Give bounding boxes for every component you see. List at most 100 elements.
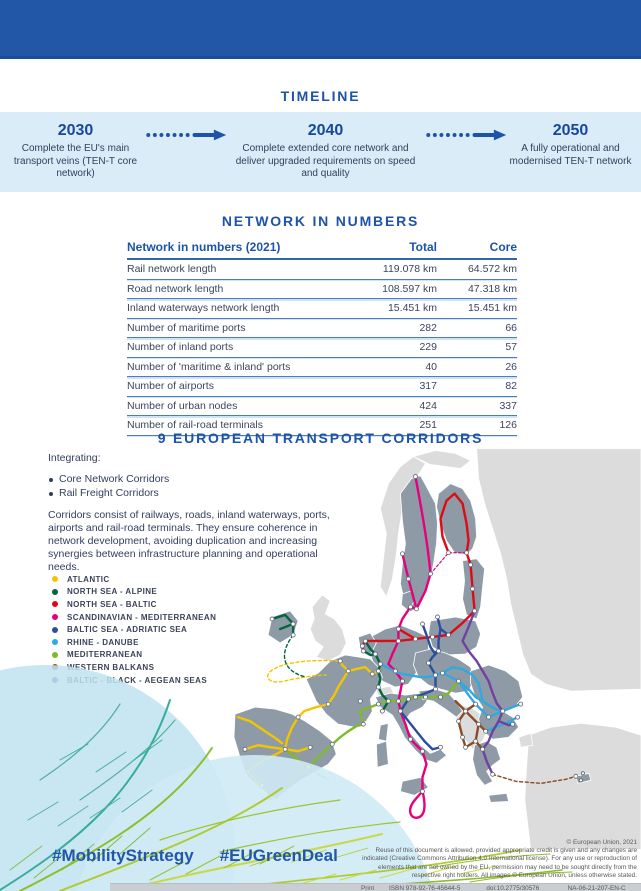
row-label: Number of urban nodes (127, 396, 345, 416)
row-total: 119.078 km (345, 259, 437, 280)
milestone-text: Complete extended core network and deliv… (235, 143, 416, 179)
row-total: 251 (345, 415, 437, 436)
col-header-label: Network in numbers (2021) (127, 238, 345, 260)
row-total: 317 (345, 376, 437, 397)
table-row: Number of maritime ports 282 66 (127, 318, 517, 338)
corridor-atlantic (236, 659, 380, 789)
table-row: Number of 'maritime & inland' ports 40 26 (127, 357, 517, 377)
edition-isbn: ISBN 978-92-76-45644-5 (389, 885, 461, 891)
europe-map-svg (233, 448, 641, 850)
row-core: 64.572 km (437, 259, 517, 280)
europe-corridor-map (230, 448, 641, 850)
table-row: Number of airports 317 82 (127, 376, 517, 397)
row-core: 47.318 km (437, 279, 517, 299)
corridors-intro: Integrating: Core Network Corridors Rail… (48, 452, 340, 574)
row-total: 229 (345, 337, 437, 358)
timeline-band: 2030 Complete the EU's main transport ve… (0, 112, 641, 192)
legend-color-dot (52, 639, 58, 646)
milestone-text: Complete the EU's main transport veins (… (13, 143, 138, 179)
edition-doi: doi:10.2775/30576 (486, 885, 540, 891)
legend-item: NORTH SEA - BALTIC (52, 598, 216, 611)
table-row: Number of rail-road terminals 251 126 (127, 415, 517, 436)
edition-row-print: Print ISBN 978-92-76-45644-5 doi:10.2775… (361, 885, 637, 891)
milestone-year: 2030 (57, 122, 94, 139)
row-core: 57 (437, 337, 517, 358)
legend-color-dot (52, 614, 58, 621)
legend-item: SCANDINAVIAN - MEDITERRANEAN (52, 611, 216, 624)
legend-color-dot (52, 601, 58, 608)
row-label: Rail network length (127, 259, 345, 280)
edition-catalogue: NA-06-21-207-EN-C (567, 885, 626, 891)
legend-item: MEDITERRANEAN (52, 649, 216, 662)
top-banner (0, 0, 641, 59)
copyright-line: © European Union, 2021 (566, 839, 637, 846)
corridors-description: Corridors consist of railways, roads, in… (48, 509, 330, 573)
legend-color-dot (52, 576, 58, 583)
milestone-text: A fully operational and modernised TEN-T… (509, 143, 632, 167)
milestone-year: 2050 (552, 122, 589, 139)
edition-list: Print ISBN 978-92-76-45644-5 doi:10.2775… (361, 885, 637, 891)
integrating-label: Integrating: (48, 452, 101, 464)
legend-item: RHINE - DANUBE (52, 636, 216, 649)
timeline-milestone-2050: 2050 A fully operational and modernised … (508, 122, 633, 168)
timeline-arrow-icon (143, 122, 228, 142)
corridors-bullet-list: Core Network Corridors Rail Freight Corr… (48, 473, 340, 500)
row-total: 15.451 km (345, 298, 437, 319)
network-numbers-table: Network in numbers (2021) Total Core Rai… (127, 238, 517, 436)
legend-color-dot (52, 664, 58, 671)
row-label: Number of maritime ports (127, 318, 345, 338)
corridors-title: 9 EUROPEAN TRANSPORT CORRIDORS (157, 430, 484, 446)
edition-format: Print (361, 885, 375, 891)
bottom-photo-strip (110, 883, 641, 891)
row-total: 108.597 km (345, 279, 437, 299)
row-core: 26 (437, 357, 517, 377)
row-label: Number of airports (127, 376, 345, 397)
row-label: Road network length (127, 279, 345, 299)
legend-color-dot (52, 651, 58, 658)
bullet-item: Rail Freight Corridors (48, 487, 340, 500)
row-total: 424 (345, 396, 437, 416)
table-row: Rail network length 119.078 km 64.572 km (127, 259, 517, 280)
legend-item: ATLANTIC (52, 573, 216, 586)
legend-color-dot (52, 588, 58, 595)
row-core: 337 (437, 396, 517, 416)
row-core: 15.451 km (437, 298, 517, 319)
row-label: Number of inland ports (127, 337, 345, 358)
footer-credits: © European Union, 2021 Reuse of this doc… (361, 839, 637, 891)
row-label: Number of 'maritime & inland' ports (127, 357, 345, 377)
row-total: 40 (345, 357, 437, 377)
col-header-total: Total (345, 238, 437, 260)
legend-color-dot (52, 626, 58, 633)
timeline-milestone-2030: 2030 Complete the EU's main transport ve… (8, 122, 143, 181)
hashtag-mobility-strategy: #MobilityStrategy (52, 846, 194, 865)
timeline-milestone-2040: 2040 Complete extended core network and … (228, 122, 423, 181)
footer-hashtags: #MobilityStrategy #EUGreenDeal (52, 846, 364, 866)
row-core: 126 (437, 415, 517, 436)
row-total: 282 (345, 318, 437, 338)
legend-item: BALTIC - BLACK - AEGEAN SEAS (52, 674, 216, 687)
row-core: 82 (437, 376, 517, 397)
row-core: 66 (437, 318, 517, 338)
legend-item: BALTIC SEA - ADRIATIC SEA (52, 623, 216, 636)
legend-item: WESTERN BALKANS (52, 661, 216, 674)
reuse-notice: Reuse of this document is allowed, provi… (362, 847, 637, 879)
timeline-title: TIMELINE (280, 88, 361, 104)
row-label: Number of rail-road terminals (127, 415, 345, 436)
corridor-legend: ATLANTIC NORTH SEA - ALPINE NORTH SEA - … (52, 573, 216, 686)
table-row: Inland waterways network length 15.451 km… (127, 298, 517, 319)
milestone-year: 2040 (307, 122, 344, 139)
bullet-item: Core Network Corridors (48, 473, 340, 486)
col-header-core: Core (437, 238, 517, 260)
table-row: Road network length 108.597 km 47.318 km (127, 279, 517, 299)
legend-item: NORTH SEA - ALPINE (52, 586, 216, 599)
network-title: NETWORK IN NUMBERS (221, 213, 420, 229)
hashtag-eu-green-deal: #EUGreenDeal (219, 846, 338, 865)
map-non-eu-land (309, 448, 641, 850)
legend-color-dot (52, 677, 58, 684)
timeline-arrow-icon (423, 122, 508, 142)
table-row: Number of urban nodes 424 337 (127, 396, 517, 416)
table-row: Number of inland ports 229 57 (127, 337, 517, 358)
table-header-row: Network in numbers (2021) Total Core (127, 238, 517, 260)
row-label: Inland waterways network length (127, 298, 345, 319)
